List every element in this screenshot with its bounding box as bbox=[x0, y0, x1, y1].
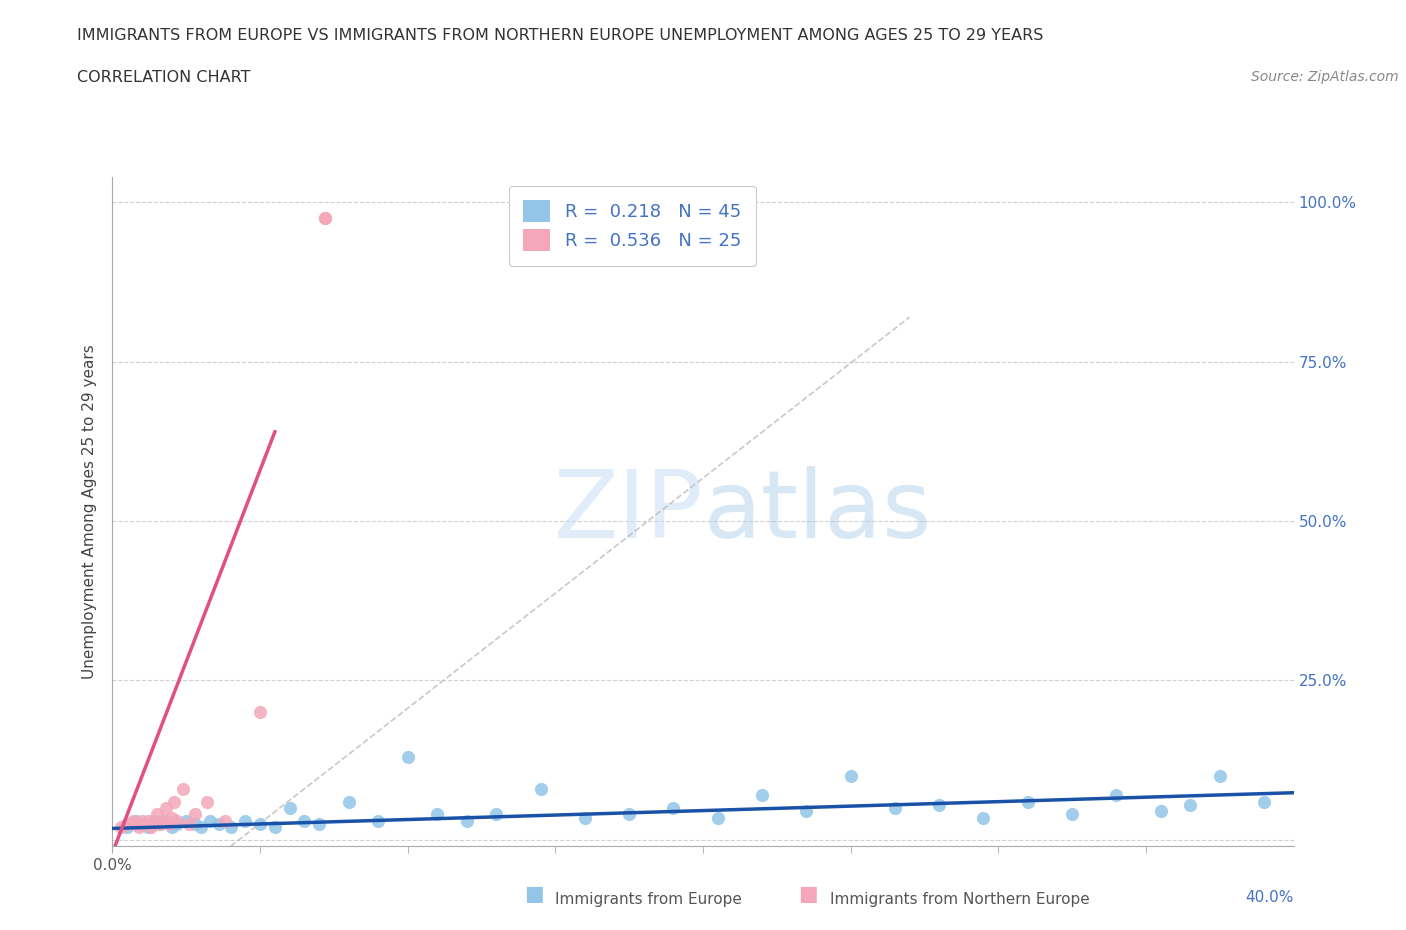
Point bbox=[117, 817, 138, 831]
Point bbox=[142, 817, 165, 831]
Point bbox=[163, 794, 186, 809]
Point bbox=[249, 817, 271, 831]
Point bbox=[125, 814, 148, 829]
Point bbox=[190, 819, 212, 834]
Point bbox=[174, 814, 197, 829]
Point bbox=[308, 817, 330, 831]
Point bbox=[314, 211, 336, 226]
Text: Immigrants from Europe: Immigrants from Europe bbox=[555, 892, 742, 907]
Point bbox=[706, 810, 728, 825]
Point bbox=[198, 814, 221, 829]
Legend: R =  0.218   N = 45, R =  0.536   N = 25: R = 0.218 N = 45, R = 0.536 N = 25 bbox=[509, 186, 755, 266]
Point bbox=[134, 817, 156, 831]
Point bbox=[1062, 807, 1084, 822]
Point bbox=[515, 211, 537, 226]
Point bbox=[152, 814, 174, 829]
Point bbox=[160, 810, 183, 825]
Point bbox=[367, 814, 389, 829]
Point bbox=[125, 817, 148, 831]
Point bbox=[839, 769, 862, 784]
Text: ■: ■ bbox=[799, 884, 818, 904]
Point bbox=[264, 819, 287, 834]
Point bbox=[142, 814, 165, 829]
Point bbox=[179, 817, 201, 831]
Point bbox=[456, 814, 478, 829]
Point bbox=[796, 804, 818, 818]
Point bbox=[149, 817, 172, 831]
Point bbox=[426, 807, 449, 822]
Point bbox=[214, 814, 236, 829]
Point bbox=[1253, 794, 1275, 809]
Point bbox=[195, 794, 218, 809]
Point bbox=[146, 807, 169, 822]
Point bbox=[396, 750, 419, 764]
Point bbox=[149, 817, 172, 831]
Text: ■: ■ bbox=[524, 884, 544, 904]
Y-axis label: Unemployment Among Ages 25 to 29 years: Unemployment Among Ages 25 to 29 years bbox=[82, 344, 97, 679]
Text: CORRELATION CHART: CORRELATION CHART bbox=[77, 70, 250, 85]
Point bbox=[233, 814, 256, 829]
Point bbox=[131, 817, 153, 831]
Point bbox=[249, 705, 271, 720]
Point bbox=[278, 801, 301, 816]
Point bbox=[314, 211, 336, 226]
Point bbox=[529, 781, 551, 796]
Point bbox=[166, 814, 188, 829]
Point bbox=[973, 810, 995, 825]
Point bbox=[1150, 804, 1173, 818]
Point bbox=[662, 801, 685, 816]
Point bbox=[1178, 797, 1201, 812]
Point bbox=[155, 801, 177, 816]
Point bbox=[157, 817, 180, 831]
Point bbox=[208, 817, 231, 831]
Point bbox=[131, 814, 153, 829]
Point bbox=[928, 797, 950, 812]
Point bbox=[751, 788, 773, 803]
Point bbox=[184, 817, 207, 831]
Point bbox=[122, 814, 145, 829]
Point bbox=[139, 819, 162, 834]
Point bbox=[110, 819, 132, 834]
Point bbox=[219, 819, 242, 834]
Point bbox=[619, 807, 641, 822]
Point bbox=[1208, 769, 1232, 784]
Point bbox=[337, 794, 360, 809]
Text: ZIP: ZIP bbox=[554, 466, 703, 557]
Point bbox=[184, 807, 207, 822]
Point bbox=[155, 814, 177, 829]
Text: atlas: atlas bbox=[703, 466, 931, 557]
Text: IMMIGRANTS FROM EUROPE VS IMMIGRANTS FROM NORTHERN EUROPE UNEMPLOYMENT AMONG AGE: IMMIGRANTS FROM EUROPE VS IMMIGRANTS FRO… bbox=[77, 28, 1043, 43]
Point bbox=[128, 819, 150, 834]
Text: 40.0%: 40.0% bbox=[1246, 890, 1294, 905]
Point bbox=[136, 819, 159, 834]
Point bbox=[1105, 788, 1128, 803]
Point bbox=[574, 810, 596, 825]
Point bbox=[166, 817, 188, 831]
Point bbox=[136, 814, 159, 829]
Point bbox=[172, 781, 194, 796]
Text: Immigrants from Northern Europe: Immigrants from Northern Europe bbox=[830, 892, 1090, 907]
Point bbox=[160, 819, 183, 834]
Point bbox=[117, 819, 138, 834]
Text: Source: ZipAtlas.com: Source: ZipAtlas.com bbox=[1251, 70, 1399, 84]
Point bbox=[884, 801, 907, 816]
Point bbox=[1017, 794, 1039, 809]
Point bbox=[292, 814, 315, 829]
Point bbox=[485, 807, 508, 822]
